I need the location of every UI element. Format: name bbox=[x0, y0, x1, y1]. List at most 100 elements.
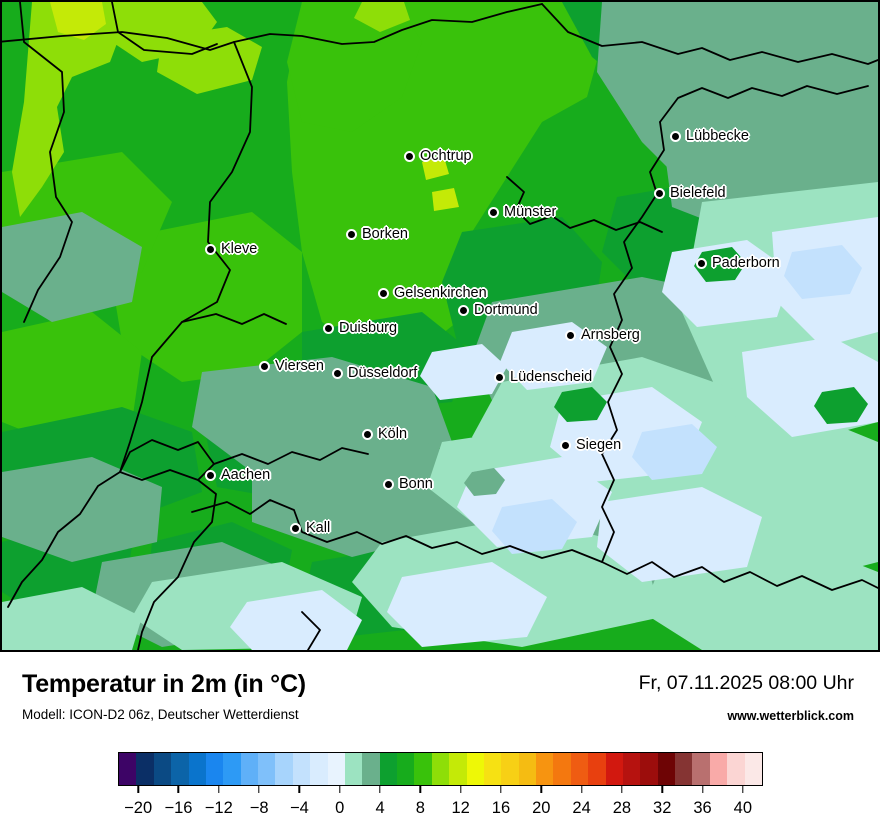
city-label: Duisburg bbox=[339, 320, 398, 336]
colorbar-tick bbox=[500, 786, 502, 793]
city-label: Köln bbox=[378, 426, 408, 442]
colorbar-band bbox=[518, 753, 536, 785]
colorbar-tick-label: −8 bbox=[249, 799, 269, 817]
colorbar-band bbox=[188, 753, 206, 785]
city-dot-icon bbox=[205, 243, 216, 255]
colorbar-band bbox=[258, 753, 276, 785]
colorbar-tick-label: −20 bbox=[124, 799, 153, 817]
city-label: Bielefeld bbox=[670, 185, 726, 201]
city-marker[interactable]: Aachen bbox=[205, 467, 270, 483]
city-label: Münster bbox=[504, 204, 557, 220]
colorbar-gradient[interactable] bbox=[118, 752, 763, 786]
city-marker[interactable]: Arnsberg bbox=[565, 327, 640, 343]
city-label: Kall bbox=[306, 520, 331, 536]
colorbar-tick-label: 36 bbox=[693, 799, 712, 817]
city-marker[interactable]: Bielefeld bbox=[654, 185, 726, 201]
city-dot-icon bbox=[458, 304, 469, 316]
colorbar-band bbox=[744, 753, 762, 785]
city-label: Aachen bbox=[221, 467, 271, 483]
colorbar-tick-label: −4 bbox=[290, 799, 309, 817]
colorbar-band bbox=[483, 753, 502, 785]
city-marker[interactable]: Münster bbox=[488, 204, 556, 220]
colorbar-band bbox=[223, 753, 241, 785]
city-label: Kleve bbox=[221, 241, 258, 257]
city-marker[interactable]: Kall bbox=[290, 520, 330, 536]
colorbar-tick bbox=[379, 786, 381, 793]
colorbar-band bbox=[275, 753, 293, 785]
colorbar-band bbox=[327, 753, 345, 785]
colorbar-tick bbox=[580, 786, 583, 793]
city-label: Arnsberg bbox=[581, 327, 640, 343]
city-label: Borken bbox=[362, 226, 408, 242]
colorbar-tick bbox=[419, 786, 422, 793]
city-marker[interactable]: Siegen bbox=[560, 437, 621, 453]
city-dot-icon bbox=[259, 360, 270, 372]
city-marker[interactable]: Köln bbox=[362, 426, 407, 442]
colorbar-tick-label: 28 bbox=[612, 799, 632, 817]
city-marker[interactable]: Düsseldorf bbox=[332, 365, 417, 381]
colorbar-tick-label: 32 bbox=[653, 799, 672, 817]
colorbar-tick bbox=[621, 786, 623, 793]
city-label: Lübbecke bbox=[686, 128, 749, 144]
colorbar[interactable]: −20 −16 −12 −8 −4 0 4 8 12 16 20 24 28 32 36 40 bbox=[118, 752, 763, 820]
city-label: Siegen bbox=[576, 437, 622, 453]
colorbar-band bbox=[414, 753, 432, 785]
colorbar-band bbox=[605, 753, 623, 785]
city-dot-icon bbox=[488, 206, 499, 218]
colorbar-tick-label: 4 bbox=[375, 799, 385, 817]
colorbar-tick bbox=[218, 786, 220, 793]
colorbar-band bbox=[675, 753, 693, 785]
colorbar-band bbox=[553, 753, 571, 785]
city-marker[interactable]: Duisburg bbox=[323, 320, 397, 336]
city-label: Lüdenscheid bbox=[510, 369, 593, 385]
colorbar-tick bbox=[742, 786, 744, 793]
colorbar-tick bbox=[258, 786, 260, 793]
colorbar-tick bbox=[459, 786, 462, 793]
city-label: Paderborn bbox=[712, 255, 780, 271]
colorbar-tick bbox=[137, 786, 139, 793]
city-label: Dortmund bbox=[474, 302, 538, 318]
colorbar-band bbox=[153, 753, 172, 785]
model-subtitle: Modell: ICON-D2 06z, Deutscher Wetterdie… bbox=[22, 707, 299, 722]
colorbar-band bbox=[240, 753, 258, 785]
city-marker[interactable]: Lüdenscheid bbox=[494, 369, 592, 385]
city-dot-icon bbox=[670, 130, 681, 142]
city-marker[interactable]: Dortmund bbox=[458, 302, 538, 318]
city-marker[interactable]: Lübbecke bbox=[670, 128, 749, 144]
colorbar-band bbox=[449, 753, 467, 785]
colorbar-tick-labels: −20 −16 −12 −8 −4 0 4 8 12 16 20 24 28 32 36 40 bbox=[118, 798, 763, 820]
city-marker[interactable]: Viersen bbox=[259, 358, 324, 374]
colorbar-tick-label: 20 bbox=[532, 799, 551, 817]
city-marker[interactable]: Paderborn bbox=[696, 255, 780, 271]
city-dot-icon bbox=[332, 367, 343, 379]
city-marker[interactable]: Ochtrup bbox=[404, 148, 472, 164]
city-dot-icon bbox=[205, 469, 216, 481]
map-svg bbox=[2, 2, 878, 650]
colorbar-band bbox=[570, 753, 589, 785]
colorbar-band bbox=[205, 753, 224, 785]
colorbar-band bbox=[536, 753, 554, 785]
city-dot-icon bbox=[560, 439, 571, 451]
colorbar-band bbox=[431, 753, 450, 785]
colorbar-band bbox=[640, 753, 658, 785]
colorbar-band bbox=[310, 753, 328, 785]
colorbar-band bbox=[622, 753, 641, 785]
colorbar-band bbox=[657, 753, 675, 785]
colorbar-band bbox=[119, 753, 137, 785]
colorbar-band bbox=[501, 753, 519, 785]
colorbar-band bbox=[171, 753, 189, 785]
city-marker[interactable]: Kleve bbox=[205, 241, 257, 257]
city-marker[interactable]: Borken bbox=[346, 226, 408, 242]
colorbar-band bbox=[727, 753, 745, 785]
city-marker[interactable]: Bonn bbox=[383, 476, 433, 492]
map-container[interactable]: Lübbecke Bielefeld Ochtrup Münster Pader… bbox=[0, 0, 880, 652]
city-marker[interactable]: Gelsenkirchen bbox=[378, 285, 487, 301]
city-dot-icon bbox=[346, 228, 357, 240]
city-label: Gelsenkirchen bbox=[394, 285, 487, 301]
colorbar-tick-label: 12 bbox=[451, 799, 470, 817]
colorbar-tick bbox=[540, 786, 542, 793]
colorbar-tick bbox=[177, 786, 180, 793]
colorbar-tick-label: −12 bbox=[204, 799, 233, 817]
footer: Temperatur in 2m (in °C) Modell: ICON-D2… bbox=[0, 652, 880, 830]
colorbar-tick-label: 16 bbox=[491, 799, 511, 817]
